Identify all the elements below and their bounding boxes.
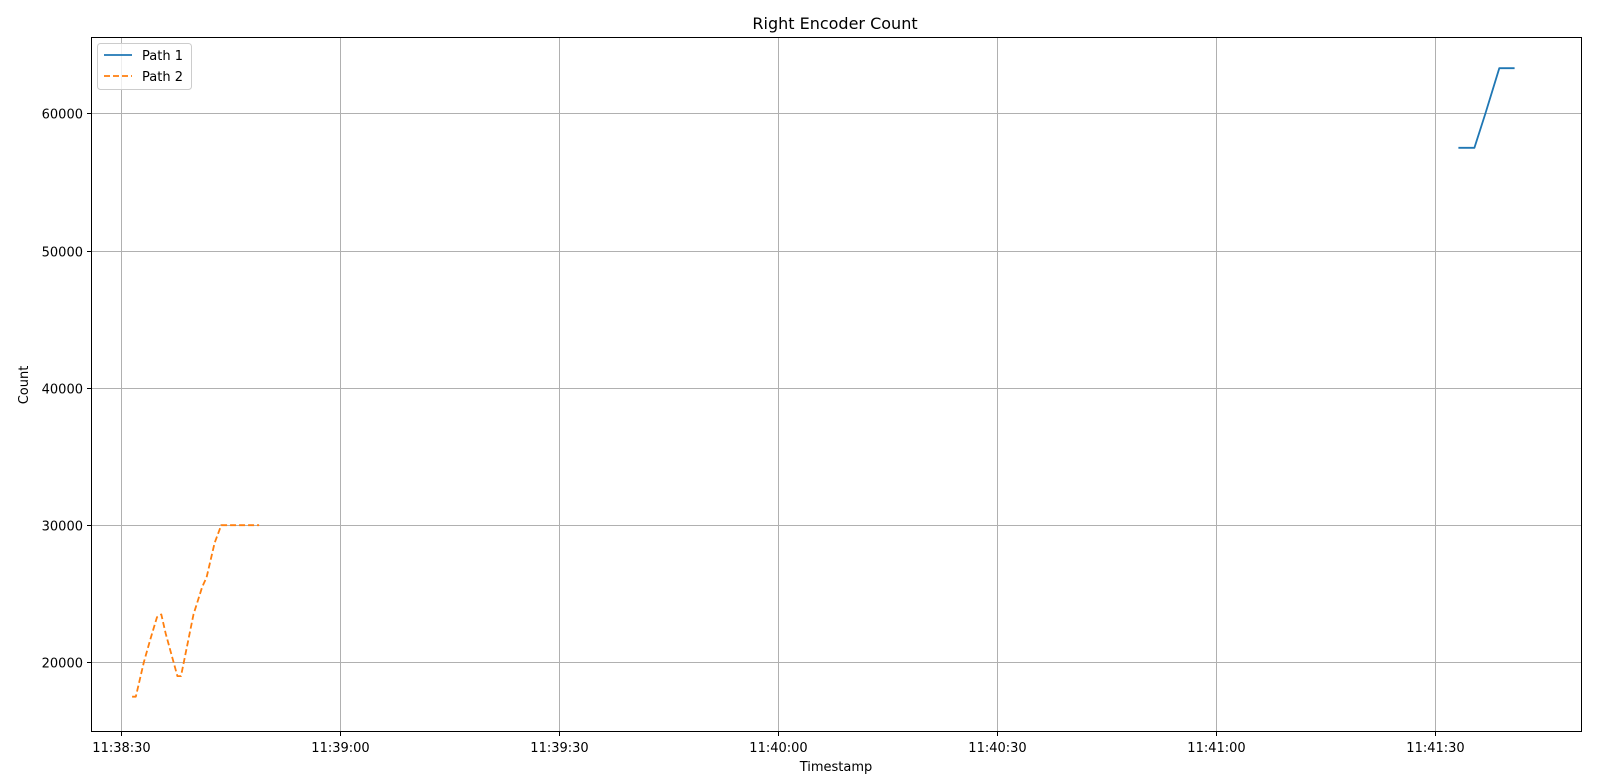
legend-label-path-1: Path 1 <box>142 49 183 64</box>
x-axis-label: Timestamp <box>799 760 873 775</box>
y-tick-label: 40000 <box>42 383 83 398</box>
x-tick-label: 11:41:00 <box>1187 741 1245 756</box>
y-tick-label: 50000 <box>42 246 83 261</box>
x-tick-label: 11:41:30 <box>1406 741 1464 756</box>
series-group <box>132 67 1515 698</box>
chart-title: Right Encoder Count <box>752 14 917 33</box>
x-tick-label: 11:40:00 <box>749 741 807 756</box>
x-axis: 11:38:30 11:39:00 11:39:30 11:40:00 11:40:30… <box>92 731 1465 756</box>
x-tick-label: 11:38:30 <box>92 741 150 756</box>
y-axis: 20000 30000 40000 50000 60000 <box>42 108 92 672</box>
legend-label-path-2: Path 2 <box>142 70 183 85</box>
x-tick-label: 11:39:00 <box>311 741 369 756</box>
grid <box>92 38 1581 731</box>
y-tick-label: 20000 <box>42 657 83 672</box>
y-tick-label: 30000 <box>42 520 83 535</box>
legend: Path 1 Path 2 <box>97 43 192 90</box>
y-tick-label: 60000 <box>42 108 83 123</box>
y-axis-label: Count <box>17 366 32 405</box>
x-tick-label: 11:40:30 <box>968 741 1026 756</box>
plot-frame <box>91 37 1582 732</box>
x-tick-label: 11:39:30 <box>530 741 588 756</box>
